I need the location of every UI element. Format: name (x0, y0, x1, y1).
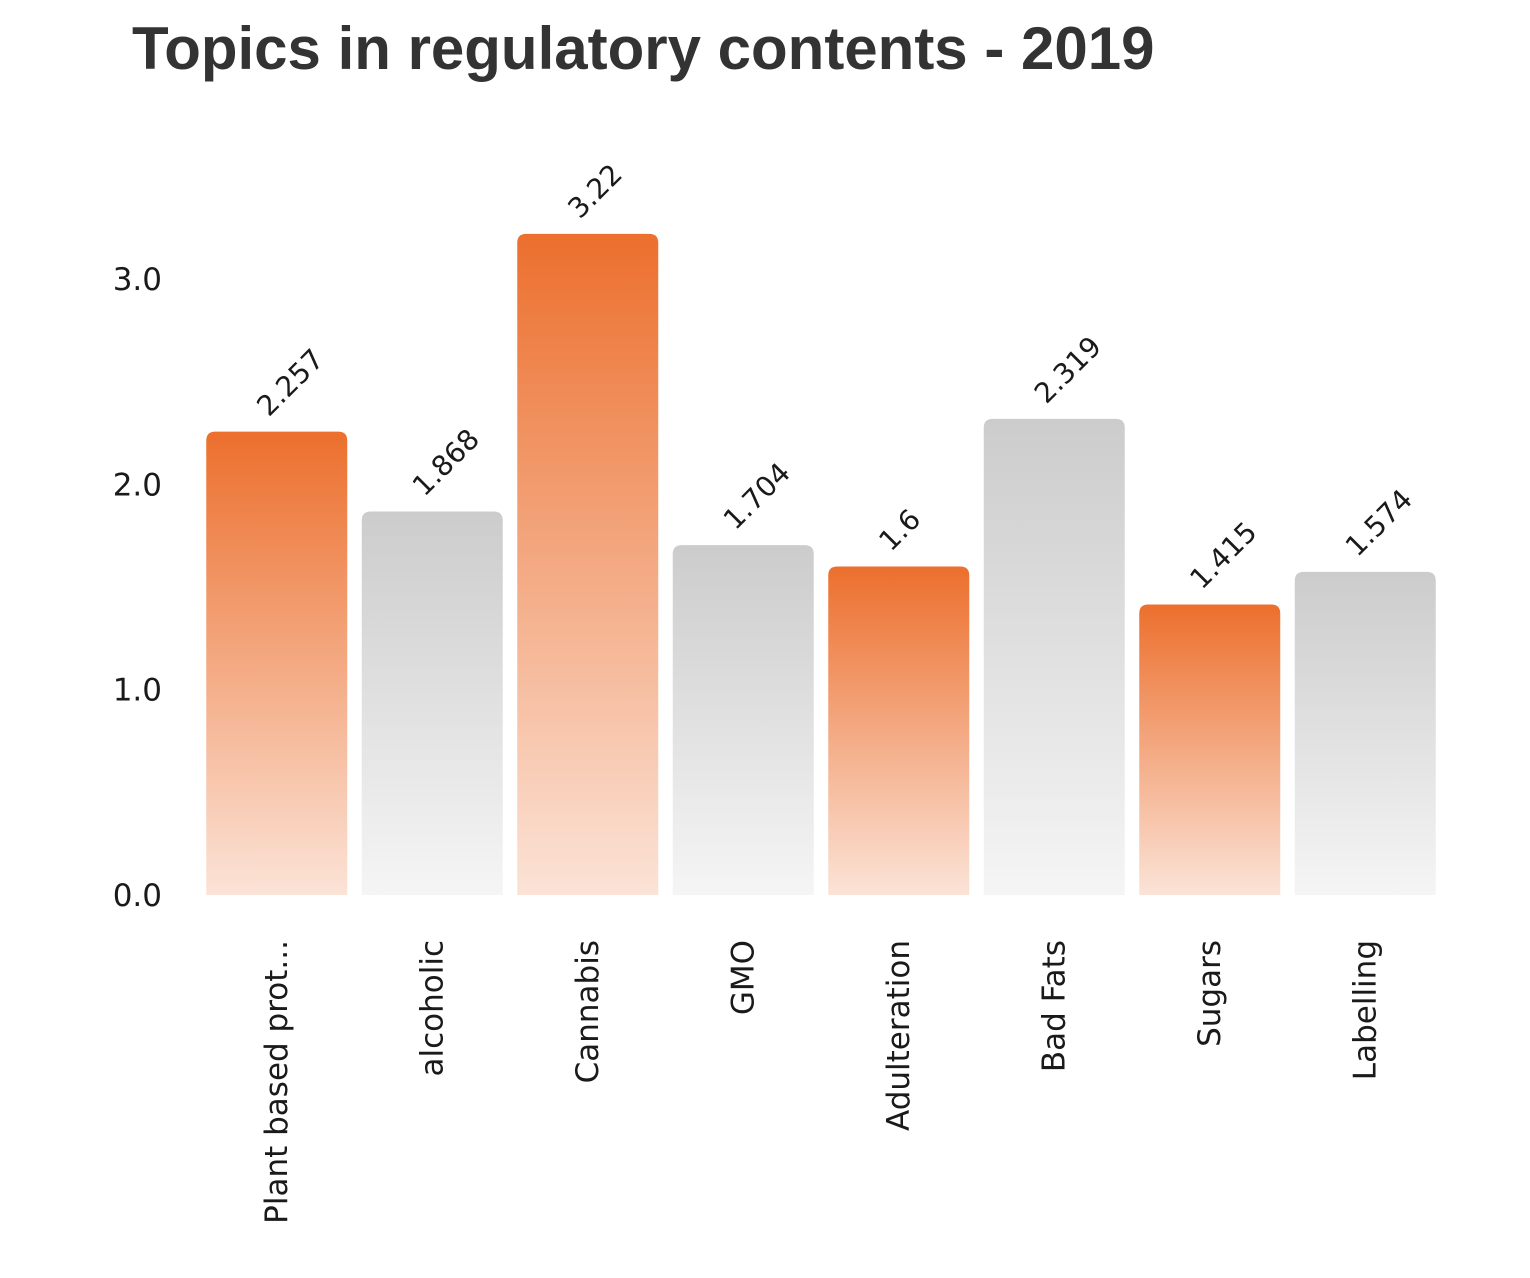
y-tick-label: 0.0 (113, 878, 162, 914)
x-category-label: alcoholic (414, 940, 450, 1077)
x-category-label: Labelling (1347, 940, 1383, 1080)
x-category-label: Sugars (1192, 940, 1228, 1047)
bars (206, 233, 1436, 895)
y-tick-label: 1.0 (113, 673, 162, 709)
bar-value-label: 3.22 (561, 157, 628, 224)
x-category-label: Bad Fats (1036, 940, 1072, 1072)
x-category-label: Plant based prot... (259, 940, 295, 1224)
bar-value-label: 2.319 (1028, 330, 1108, 410)
bar-value-label: 1.704 (717, 456, 797, 536)
x-category-label: GMO (725, 940, 761, 1015)
bar (1294, 571, 1436, 895)
bar (206, 431, 348, 895)
bar-value-label: 1.574 (1339, 483, 1419, 563)
x-category-label: Cannabis (570, 940, 606, 1083)
bar (1139, 604, 1281, 895)
bar (361, 511, 503, 895)
y-axis-ticks: 0.0 1.0 2.0 3.0 (113, 262, 162, 914)
bar-value-label: 2.257 (250, 343, 330, 423)
chart-title: Topics in regulatory contents - 2019 (132, 15, 1155, 82)
bar (672, 545, 814, 895)
bar-value-label: 1.868 (406, 422, 486, 502)
y-tick-label: 3.0 (113, 262, 162, 298)
category-labels: Plant based prot... alcoholic Cannabis GMO A… (259, 940, 1384, 1224)
bar-value-label: 1.6 (872, 503, 927, 558)
bar-value-label: 1.415 (1183, 515, 1263, 595)
bar (517, 233, 659, 895)
y-tick-label: 2.0 (113, 467, 162, 503)
x-category-label: Adulteration (881, 940, 917, 1131)
bar (983, 418, 1125, 895)
bar (828, 566, 970, 895)
